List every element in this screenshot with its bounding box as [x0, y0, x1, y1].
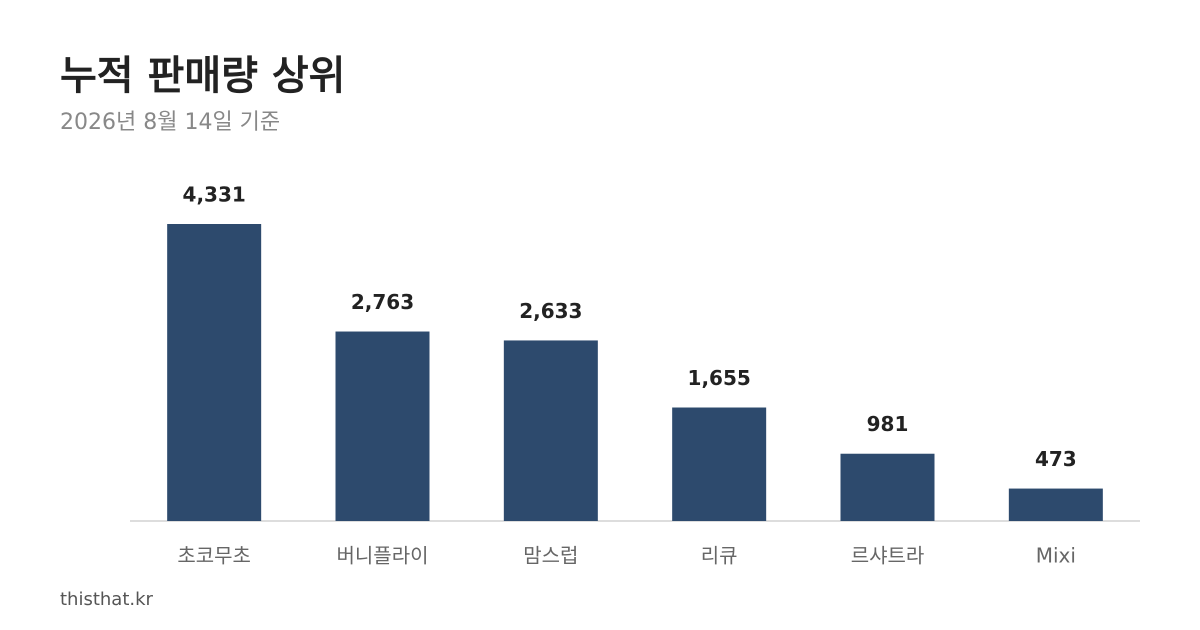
value-label: 2,633 [519, 299, 582, 323]
bar [672, 407, 767, 521]
x-tick-label: 맘스럽 [523, 544, 578, 568]
source: thisthat.kr [60, 589, 154, 610]
bar [335, 331, 430, 521]
bar [167, 224, 262, 521]
bar [503, 340, 598, 521]
x-tick-label: Mixi [1036, 544, 1076, 568]
value-label: 2,763 [351, 290, 414, 314]
x-tick-label: 초코무초 [177, 544, 251, 568]
value-label: 473 [1035, 447, 1077, 471]
chart-title: 누적 판매량 상위 [60, 53, 345, 99]
value-label: 1,655 [688, 366, 751, 390]
value-label: 4,331 [183, 183, 246, 207]
bar [840, 453, 935, 521]
value-label: 981 [867, 412, 909, 436]
x-tick-label: 리큐 [701, 544, 738, 568]
x-tick-label: 르샤트라 [851, 544, 925, 568]
x-tick-label: 버니플라이 [337, 544, 429, 568]
chart-subtitle: 2026년 8월 14일 기준 [60, 110, 280, 135]
bar [1008, 488, 1103, 521]
